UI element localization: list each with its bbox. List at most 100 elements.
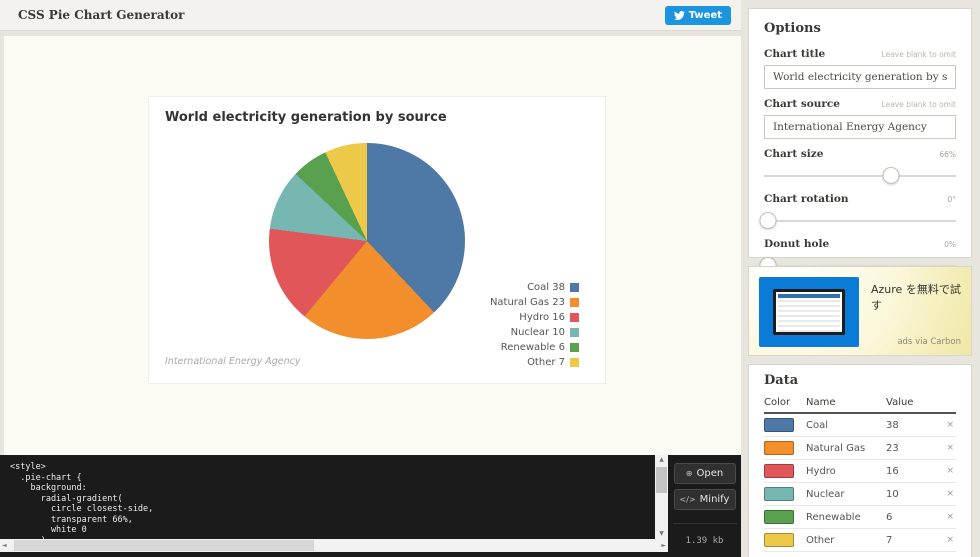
row-value[interactable]: 6	[886, 511, 893, 523]
chart-title-label: Chart title	[764, 48, 826, 60]
horizontal-scrollbar-thumb[interactable]	[14, 540, 314, 551]
legend-label: Other 7	[527, 357, 565, 368]
legend-swatch-icon	[570, 358, 579, 367]
ad-headline[interactable]: Azure を無料で試す	[871, 283, 961, 312]
horizontal-scrollbar[interactable]: ◄ ►	[0, 539, 668, 552]
chart-source-hint: Leave blank to omit	[881, 100, 956, 109]
row-value[interactable]: 10	[886, 488, 899, 500]
legend-item: Hydro 16	[490, 311, 579, 324]
tweet-button[interactable]: Tweet	[664, 5, 731, 25]
legend-label: Hydro 16	[519, 312, 565, 323]
delete-row-button[interactable]: ×	[946, 535, 954, 545]
chart-size-slider-track[interactable]	[764, 167, 956, 184]
column-value: Value	[886, 396, 914, 408]
divider	[672, 523, 737, 524]
row-name[interactable]: Hydro	[806, 465, 836, 477]
ad-screen-graphic	[773, 289, 845, 335]
chart-rotation-slider-track[interactable]	[759, 212, 956, 229]
scroll-right-icon[interactable]: ►	[661, 542, 666, 549]
ad-attribution[interactable]: ads via Carbon	[897, 337, 961, 347]
legend-swatch-icon	[570, 343, 579, 352]
legend-item: Natural Gas 23	[490, 296, 579, 309]
delete-row-button[interactable]: ×	[946, 512, 954, 522]
chart-title-hint: Leave blank to omit	[881, 50, 956, 59]
chart-source: International Energy Agency	[165, 356, 301, 367]
scroll-up-icon[interactable]: ▲	[659, 456, 664, 463]
open-button-label: Open	[696, 468, 724, 479]
legend-label: Nuclear 10	[510, 327, 565, 338]
code-text: <style> .pie-chart { background: radial-…	[10, 462, 154, 546]
row-name[interactable]: Coal	[806, 419, 829, 431]
sliders: Chart size 66% Chart rotation 0° Donut hole 0…	[759, 148, 956, 276]
chart-legend: Coal 38 Natural Gas 23 Hydro 16 Nuclear 10 R…	[490, 279, 579, 371]
chart-rotation-slider-thumb[interactable]	[759, 212, 777, 229]
pie-chart	[269, 143, 465, 339]
table-row: Nuclear 10 ×	[764, 483, 956, 506]
legend-swatch-icon	[570, 328, 579, 337]
top-bar: CSS Pie Chart Generator Tweet	[0, 0, 741, 31]
delete-row-button[interactable]: ×	[946, 420, 954, 430]
open-button[interactable]: ⊕ Open	[673, 463, 736, 484]
row-name[interactable]: Natural Gas	[806, 442, 866, 454]
scroll-down-icon[interactable]: ▼	[659, 530, 664, 537]
legend-item: Other 7	[490, 356, 579, 369]
legend-label: Natural Gas 23	[489, 297, 565, 308]
data-panel: Data Color Name Value Coal 38 × Natural Gas…	[748, 364, 972, 557]
legend-swatch-icon	[570, 283, 579, 292]
scroll-left-icon[interactable]: ◄	[2, 542, 7, 549]
legend-label: Renewable 6	[500, 342, 565, 353]
open-icon: ⊕	[685, 469, 693, 478]
data-table-header: Color Name Value	[764, 396, 956, 414]
delete-row-button[interactable]: ×	[946, 466, 954, 476]
carbon-ad[interactable]: Azure を無料で試す ads via Carbon	[748, 266, 972, 356]
row-value[interactable]: 23	[886, 442, 899, 454]
options-heading: Options	[764, 21, 821, 36]
code-actions: ⊕ Open </> Minify 1.39 kb	[668, 455, 741, 557]
chart-source-label: Chart source	[764, 98, 840, 110]
tweet-button-label: Tweet	[688, 9, 722, 21]
ad-image[interactable]	[759, 277, 859, 347]
row-name[interactable]: Renewable	[806, 511, 861, 523]
row-color-swatch[interactable]	[764, 418, 794, 432]
code-size-badge: 1.39 kb	[685, 536, 724, 546]
row-color-swatch[interactable]	[764, 533, 794, 547]
preview-canvas: World electricity generation by source C…	[4, 36, 741, 455]
chart-source-field: Chart source Leave blank to omit	[764, 98, 956, 139]
row-color-swatch[interactable]	[764, 487, 794, 501]
row-value[interactable]: 16	[886, 465, 899, 477]
options-panel: Options Chart title Leave blank to omit …	[748, 8, 972, 274]
delete-row-button[interactable]: ×	[946, 443, 954, 453]
row-color-swatch[interactable]	[764, 441, 794, 455]
chart-title-input[interactable]	[764, 65, 956, 89]
vertical-scrollbar-thumb[interactable]	[656, 467, 667, 493]
row-value[interactable]: 38	[886, 419, 899, 431]
legend-item: Renewable 6	[490, 341, 579, 354]
table-row: Hydro 16 ×	[764, 460, 956, 483]
code-editor[interactable]: <style> .pie-chart { background: radial-…	[0, 455, 668, 557]
row-color-swatch[interactable]	[764, 510, 794, 524]
legend-swatch-icon	[570, 298, 579, 307]
row-name[interactable]: Other	[806, 534, 835, 546]
legend-label: Coal 38	[527, 282, 565, 293]
row-color-swatch[interactable]	[764, 464, 794, 478]
chart-size-slider-thumb[interactable]	[882, 167, 900, 184]
chart-source-input[interactable]	[764, 115, 956, 139]
sidebar: Options Chart title Leave blank to omit …	[748, 8, 972, 557]
slider-chart-rotation: Chart rotation 0°	[759, 193, 956, 231]
column-color: Color	[764, 396, 791, 408]
twitter-bird-icon	[673, 10, 685, 20]
minify-button[interactable]: </> Minify	[673, 489, 736, 510]
chart-size-label: Chart size	[764, 148, 824, 160]
data-heading: Data	[764, 373, 799, 388]
legend-item: Coal 38	[490, 281, 579, 294]
delete-row-button[interactable]: ×	[946, 489, 954, 499]
chart-rotation-value: 0°	[947, 195, 956, 204]
row-name[interactable]: Nuclear	[806, 488, 845, 500]
chart-card: World electricity generation by source C…	[148, 96, 606, 384]
row-value[interactable]: 7	[886, 534, 893, 546]
vertical-scrollbar[interactable]: ▲ ▼	[655, 455, 668, 539]
main-region: CSS Pie Chart Generator Tweet World elec…	[0, 0, 741, 557]
donut-hole-label: Donut hole	[764, 238, 830, 250]
table-row: Coal 38 ×	[764, 414, 956, 437]
data-table-body: Coal 38 × Natural Gas 23 × Hydro 16 × Nuclear 10 × R…	[764, 414, 956, 552]
